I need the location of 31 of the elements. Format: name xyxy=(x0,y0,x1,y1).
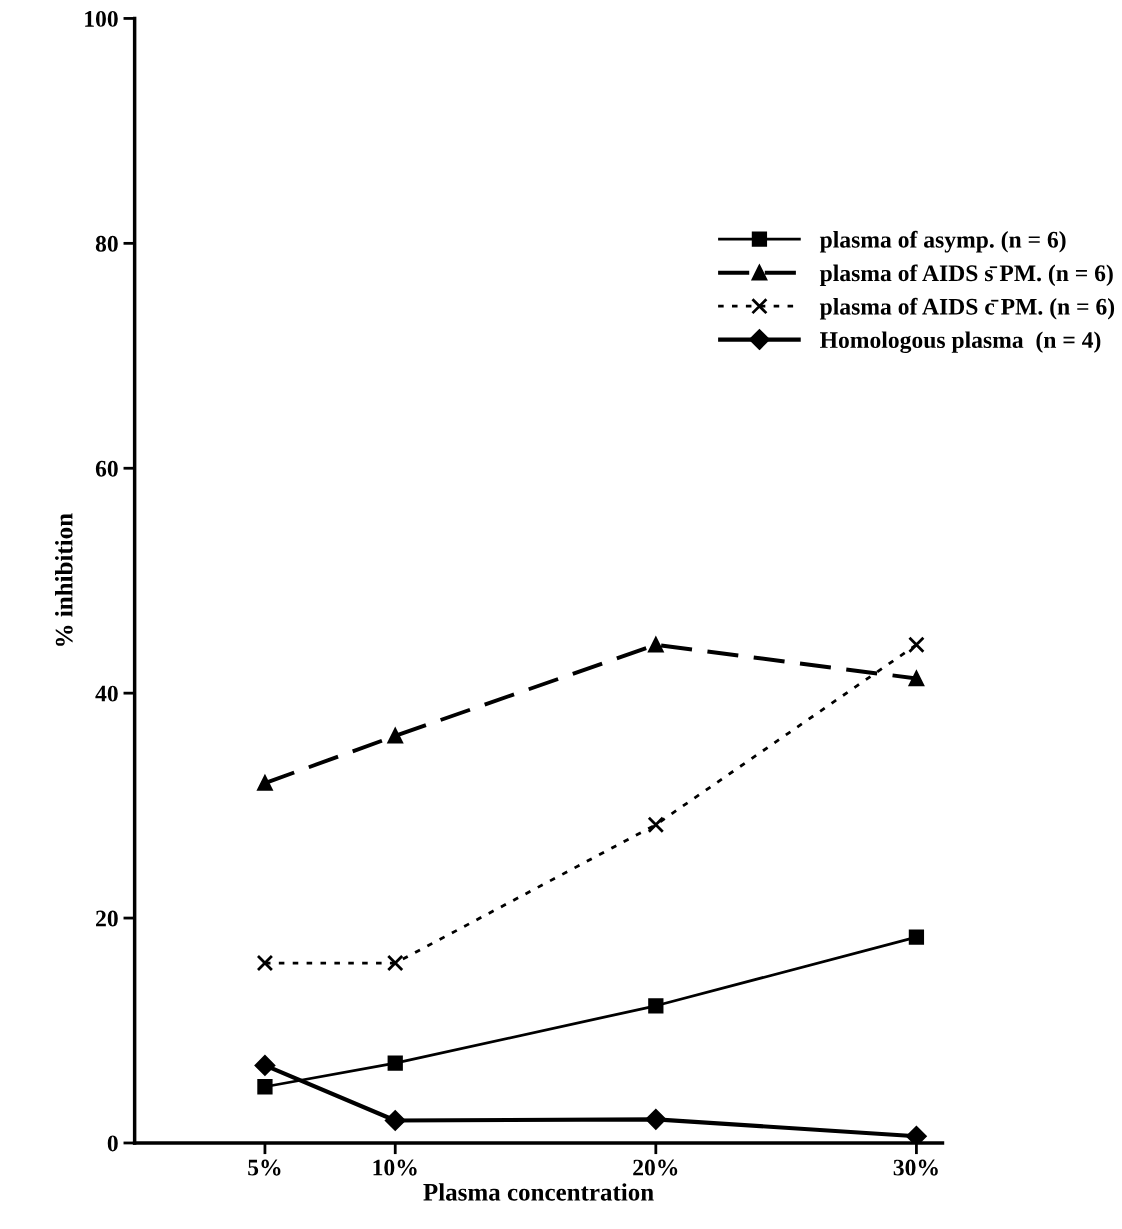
point xyxy=(257,775,273,791)
point xyxy=(908,636,925,654)
point xyxy=(386,954,404,972)
point xyxy=(257,1079,273,1095)
x-tick-label: 5% xyxy=(248,1159,281,1176)
legend-label: plasma of AIDS c̄ PM. (n = 6) xyxy=(819,297,1115,320)
point xyxy=(908,670,925,687)
x-axis-title: Plasma concentration xyxy=(423,1183,654,1201)
legend-label: plasma of asymp. (n = 6) xyxy=(819,230,1066,253)
point xyxy=(908,929,925,945)
legend-label: plasma of AIDS s̄ PM. (n = 6) xyxy=(819,264,1113,287)
y-tick-label: 0 xyxy=(107,1135,118,1152)
y-tick-label: 40 xyxy=(95,685,118,702)
y-tick-label: 20 xyxy=(96,910,118,927)
x-tick-label: 20% xyxy=(633,1159,678,1176)
point xyxy=(648,637,664,653)
x-tick-label: 10% xyxy=(373,1159,417,1176)
y-tick-label: 100 xyxy=(85,10,118,27)
point xyxy=(648,998,664,1014)
y-tick-label: 80 xyxy=(95,235,118,252)
point xyxy=(385,1110,406,1131)
point xyxy=(254,1055,276,1076)
y-tick-label: 60 xyxy=(95,460,118,477)
legend-label: Homologous plasma (n = 4) xyxy=(820,331,1101,354)
point xyxy=(387,1055,403,1071)
point xyxy=(647,816,665,834)
point xyxy=(256,954,274,972)
y-axis-title: % inhibition xyxy=(55,513,73,646)
x-tick-label: 30% xyxy=(893,1159,938,1176)
point xyxy=(645,1109,667,1130)
point xyxy=(387,728,403,744)
